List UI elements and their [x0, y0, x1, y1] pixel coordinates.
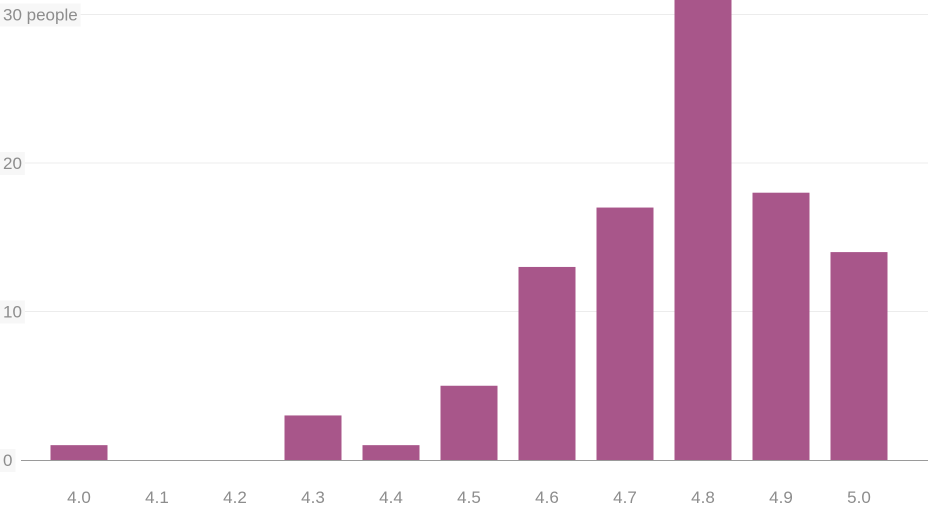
y-tick-label: 30 people — [3, 6, 78, 25]
bars-layer — [50, 0, 888, 460]
bar-4-6 — [518, 266, 576, 460]
x-tick-label: 4.7 — [613, 488, 637, 507]
x-tick-label: 4.1 — [145, 488, 169, 507]
bar-4-8 — [674, 0, 732, 460]
x-tick-label: 4.2 — [223, 488, 247, 507]
y-tick-label-bg — [0, 3, 81, 27]
x-tick-label: 4.3 — [301, 488, 325, 507]
bar-4-0 — [50, 445, 108, 460]
x-tick-label: 4.9 — [769, 488, 793, 507]
bar-4-3 — [284, 415, 342, 460]
y-tick-label: 0 — [3, 451, 12, 470]
y-tick-label-bg — [0, 300, 25, 324]
x-tick-label: 4.5 — [457, 488, 481, 507]
y-tick-label: 10 — [3, 303, 22, 322]
x-tick-label: 5.0 — [847, 488, 871, 507]
x-tick-label: 4.0 — [67, 488, 91, 507]
x-tick-label: 4.4 — [379, 488, 403, 507]
bar-5-0 — [830, 252, 888, 460]
bar-4-9 — [752, 192, 810, 460]
x-tick-label: 4.6 — [535, 488, 559, 507]
labels-layer: 0 10 20 30 people 4.0 4.1 4.2 4.3 4.4 4.5 4.6 4.7 4.… — [0, 3, 871, 507]
bar-4-4 — [362, 445, 420, 460]
y-tick-label: 20 — [3, 154, 22, 173]
bar-4-7 — [596, 207, 654, 460]
y-tick-label-bg — [0, 152, 25, 175]
x-tick-label: 4.8 — [691, 488, 715, 507]
y-tick-label-bg — [0, 449, 16, 472]
bar-4-5 — [440, 385, 498, 460]
